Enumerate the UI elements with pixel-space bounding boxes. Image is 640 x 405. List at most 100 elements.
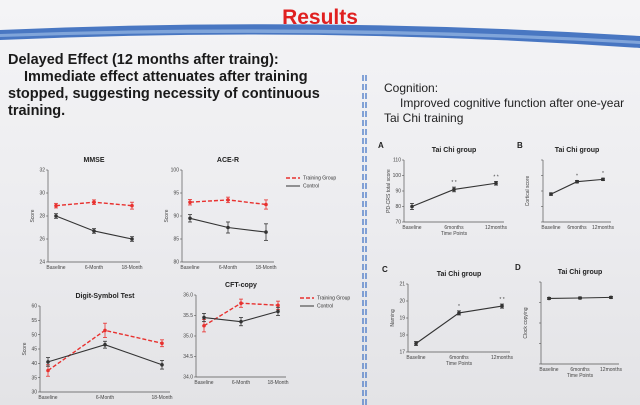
body-line-3: training. (8, 103, 66, 119)
chart-b: Baseline 6months 12months Tai Chi group B Cor… (517, 141, 614, 231)
data-point (130, 237, 134, 241)
panel-letter: B (517, 141, 523, 150)
chart-digit-symbol-test: 30 35 40 45 50 55 60 Baseline 6-Month 18-Month Dig… (22, 293, 173, 401)
x-tick-label: 18-Month (121, 265, 142, 271)
data-point (130, 203, 134, 208)
significance-star: * * (451, 180, 456, 186)
x-axis-label: Time Points (441, 231, 468, 237)
data-point (601, 177, 605, 182)
y-tick-label: 80 (395, 204, 401, 210)
chart-title: Tai Chi group (558, 269, 603, 276)
legend: Training Group Control (300, 296, 350, 310)
y-tick-label: 34.5 (183, 354, 193, 360)
data-point (457, 311, 461, 315)
data-point (188, 216, 192, 221)
data-point (494, 181, 498, 186)
body-line-2: stopped, suggesting necessity of continu… (8, 86, 320, 102)
y-tick-label: 18 (399, 333, 405, 339)
x-tick-label: Baseline (541, 225, 560, 231)
data-point (410, 204, 414, 209)
data-point (202, 315, 206, 320)
y-tick-label: 24 (39, 260, 45, 266)
cognition-line-1: Improved cognitive function after one-ye… (400, 96, 625, 110)
y-axis-label: Score (30, 209, 36, 222)
data-point (575, 179, 579, 184)
x-tick-label: 12months (485, 225, 507, 231)
data-point (500, 304, 504, 308)
panel-letter: C (382, 265, 388, 274)
significance-star: * * (493, 174, 498, 180)
legend: Training Group Control (286, 176, 336, 190)
y-tick-label: 21 (399, 282, 405, 288)
y-axis-label: Score (164, 209, 170, 222)
x-tick-label: Baseline (194, 380, 213, 386)
y-tick-label: 20 (399, 299, 405, 305)
chart-title: Tai Chi group (432, 147, 477, 154)
y-tick-label: 60 (31, 304, 37, 310)
panel-letter: D (515, 263, 521, 272)
cognition-line-2: Tai Chi training (384, 111, 464, 125)
data-point (46, 360, 50, 364)
x-tick-label: 6months (567, 225, 587, 231)
y-tick-label: 30 (31, 390, 37, 396)
divider-line (362, 75, 367, 405)
legend-label-control: Control (303, 184, 319, 190)
chart-cft-copy: 34.0 34.5 35.0 35.5 36.0 Baseline 6-Month 18-Mo… (183, 282, 350, 386)
y-tick-label: 17 (399, 350, 405, 356)
data-point (103, 328, 107, 333)
y-tick-label: 35 (31, 375, 37, 381)
cognition-heading: Cognition: (384, 81, 439, 95)
chart-title: Tai Chi group (437, 271, 482, 278)
data-point (609, 295, 613, 300)
chart-c: 17 18 19 20 21 Baseline 6months 12months Tai Chi… (382, 265, 513, 367)
significance-star: * (458, 304, 460, 310)
legend-label-training: Training Group (303, 176, 336, 182)
y-axis-label: Score (22, 342, 28, 355)
y-tick-label: 100 (393, 173, 402, 179)
y-tick-label: 100 (171, 168, 180, 174)
x-axis-label: Time Points (567, 373, 594, 379)
data-point (54, 214, 58, 218)
y-tick-label: 35.5 (183, 313, 193, 319)
data-point (547, 296, 551, 301)
chart-title: ACE-R (217, 157, 239, 164)
x-tick-label: 12months (491, 355, 513, 361)
y-axis-label: PD-CRS total score (386, 169, 392, 213)
legend-label-control: Control (317, 304, 333, 310)
data-point (578, 296, 582, 300)
x-tick-label: 18-Month (151, 395, 172, 401)
header-stripe (0, 24, 640, 48)
y-tick-label: 19 (399, 316, 405, 322)
x-tick-label: Baseline (539, 367, 558, 373)
x-tick-label: Baseline (180, 265, 199, 271)
x-tick-label: 6-Month (96, 395, 115, 401)
x-tick-label: 6months (449, 355, 469, 361)
y-tick-label: 90 (173, 214, 179, 220)
y-axis-label: Naming (390, 309, 396, 326)
y-tick-label: 35.0 (183, 334, 193, 340)
data-point (414, 341, 418, 346)
data-point (103, 342, 107, 347)
chart-title: CFT-copy (225, 282, 257, 289)
data-point (92, 229, 96, 233)
x-tick-label: Baseline (402, 225, 421, 231)
data-point (239, 319, 243, 324)
chart-title: Tai Chi group (555, 147, 600, 154)
data-point (452, 187, 456, 192)
data-point (202, 323, 206, 328)
data-point (239, 301, 243, 306)
data-point (92, 200, 96, 204)
x-tick-label: 12months (600, 367, 622, 373)
data-point (160, 341, 164, 346)
data-point (264, 202, 268, 207)
data-point (549, 192, 553, 196)
y-tick-label: 32 (39, 168, 45, 174)
x-tick-label: 6-Month (232, 380, 251, 386)
x-tick-label: Baseline (406, 355, 425, 361)
y-axis-label: Clock copying (523, 307, 529, 338)
delayed-effect-heading: Delayed Effect (12 months after traing): (8, 52, 279, 68)
data-point (188, 200, 192, 204)
cognition-body: Improved cognitive function after one-ye… (384, 96, 634, 126)
x-tick-label: Baseline (46, 265, 65, 271)
